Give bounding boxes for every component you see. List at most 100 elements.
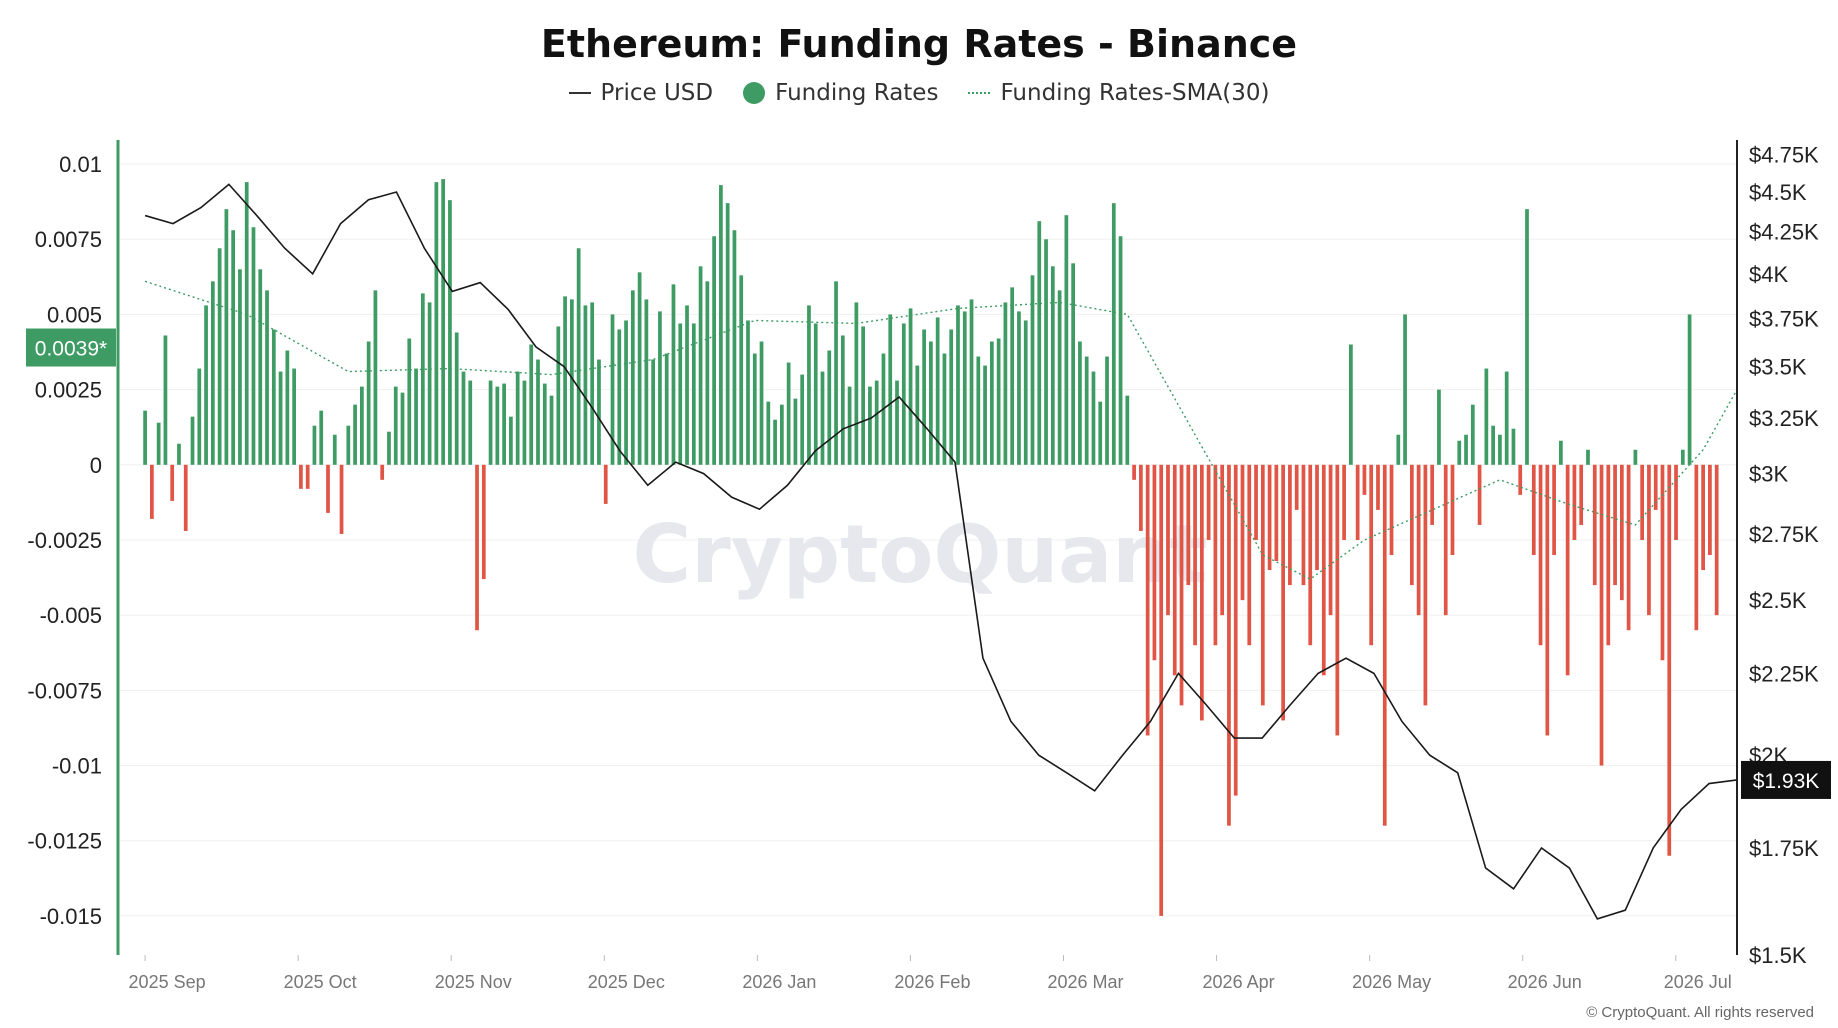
legend-item-funding[interactable]: Funding Rates [743,80,938,106]
funding-bar [807,305,811,465]
funding-bar [1220,464,1225,616]
legend: Price USD Funding Rates Funding Rates-SM… [0,80,1838,106]
funding-bar [407,338,412,465]
funding-bar [1450,464,1455,556]
x-tick-label: 2025 Oct [284,972,357,992]
funding-bar [454,332,459,465]
funding-bar [1349,344,1353,465]
left-axis-ticks: 0.01 0.0075 0.005 0.0025 0 -0.0025 -0.005 -0.00… [27,152,102,929]
funding-bar [1592,464,1597,586]
funding-bar [1017,311,1021,465]
funding-bar [732,230,737,465]
funding-bar [1057,290,1062,465]
legend-item-sma[interactable]: Funding Rates-SMA(30) [968,80,1269,106]
funding-bar [1342,464,1346,540]
funding-bar [583,305,588,465]
funding-bar [1335,464,1340,736]
funding-bar [393,386,398,465]
funding-bar [1369,464,1374,646]
funding-bar [1667,464,1672,856]
current-price-label: $1.93K [1753,770,1820,793]
funding-bar [143,410,147,465]
legend-label-sma: Funding Rates-SMA(30) [1000,80,1270,106]
left-tick-label: -0.0125 [27,829,102,854]
funding-bar [779,404,784,465]
funding-bar [1037,221,1042,465]
funding-bar [1518,464,1523,495]
left-tick-label: -0.01 [52,754,102,779]
funding-bar [522,380,527,465]
x-tick-label: 2026 Jun [1508,972,1582,992]
funding-bar [895,380,899,465]
legend-line-icon [568,92,591,94]
funding-bar [1653,464,1658,510]
funding-bar [1619,464,1624,601]
funding-bar [759,341,764,465]
funding-bar [712,236,716,465]
funding-bar [319,410,324,465]
funding-bar [617,329,622,465]
funding-bar [1003,302,1008,465]
funding-bar [678,323,683,465]
funding-bar [929,341,933,465]
funding-bar [989,341,994,465]
funding-bar [949,329,954,465]
funding-bar [1179,464,1184,706]
funding-bar [915,365,920,465]
funding-bar [1098,401,1103,465]
funding-bar [671,284,676,465]
funding-bar [380,464,385,480]
funding-bar [1260,464,1265,706]
left-tick-label: -0.0075 [27,678,102,703]
funding-bar [1545,464,1550,736]
funding-bar [1125,395,1130,465]
right-tick-label: $3.5K [1749,355,1807,380]
funding-bar [556,326,561,465]
funding-bar [610,314,615,465]
funding-bar [1078,341,1082,465]
funding-bar [400,392,405,465]
funding-bar [901,323,906,465]
funding-bar [1680,449,1685,465]
left-tick-label: 0.0025 [35,378,102,403]
funding-bar [529,344,534,465]
funding-bar [1084,356,1089,465]
funding-bar [502,383,506,465]
funding-bar [1030,275,1035,465]
funding-bar [597,359,601,465]
legend-item-price[interactable]: Price USD [568,80,713,106]
funding-bar [285,350,290,465]
funding-bar [204,305,208,465]
funding-bar [624,320,628,465]
funding-bar [1166,464,1170,616]
funding-bar [353,404,357,465]
x-tick-label: 2026 May [1352,972,1431,992]
funding-bar [258,269,263,465]
funding-bar [922,329,926,465]
funding-bar [983,365,987,465]
funding-bar [1396,434,1401,465]
funding-bar [1572,464,1577,540]
funding-bar [217,248,222,465]
funding-bar [1531,464,1536,556]
funding-bar [197,368,202,465]
funding-bar [1403,314,1407,465]
funding-bar [1132,464,1136,480]
x-tick-label: 2026 Jan [742,972,816,992]
funding-bar [563,296,567,465]
funding-bar [739,275,744,465]
funding-bar [908,308,913,465]
funding-bar [996,338,1001,465]
funding-bar [360,386,364,465]
funding-bar [1355,464,1360,540]
left-tick-label: -0.005 [40,603,102,628]
funding-bar [1484,368,1489,465]
right-tick-label: $2.5K [1749,588,1807,613]
funding-bar [1254,464,1258,540]
funding-bar [1240,464,1245,601]
funding-bar [1423,464,1428,706]
left-tick-label: 0.005 [47,302,102,327]
funding-bar [488,380,493,465]
funding-bar [1118,236,1123,465]
